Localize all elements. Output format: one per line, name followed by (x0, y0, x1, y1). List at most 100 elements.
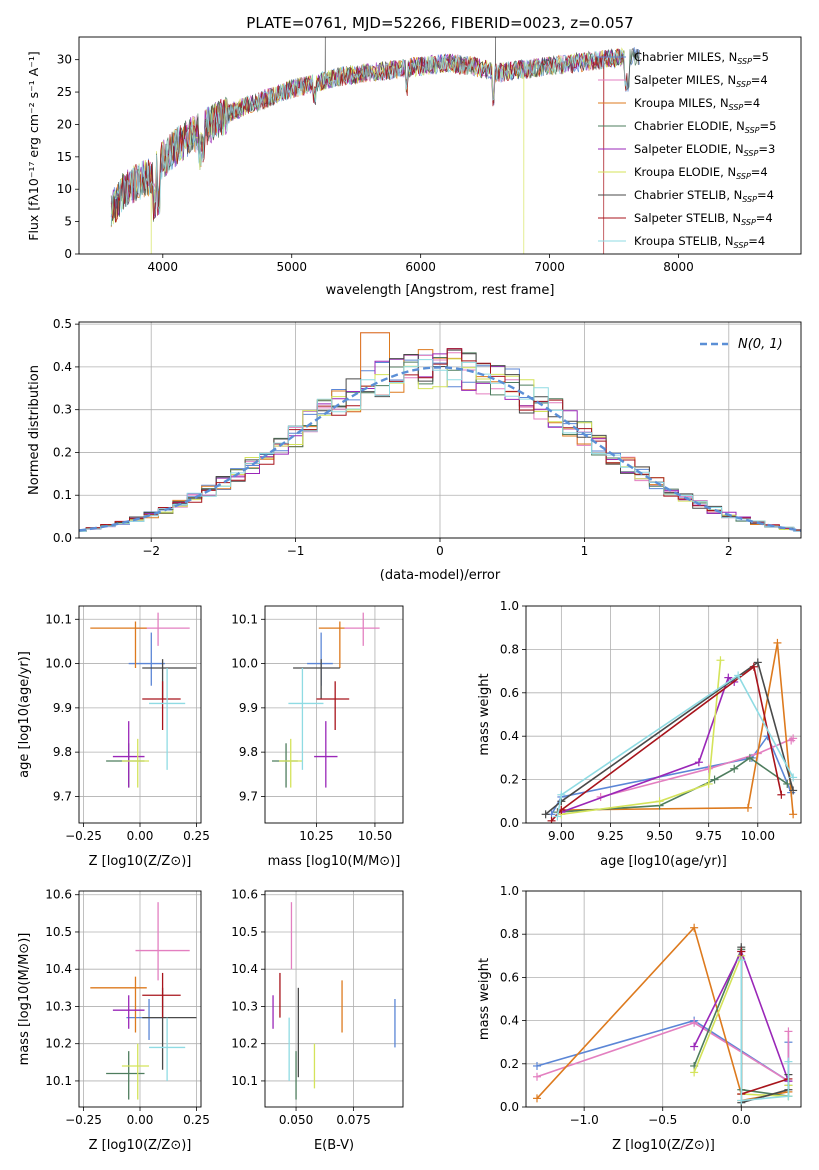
x-tick-label: 0.00 (127, 1113, 154, 1127)
legend-label: Chabrier STELIB, NSSP=4 (634, 188, 774, 204)
x-tick-label: 9.50 (646, 829, 673, 843)
y-tick-label: 10.6 (231, 888, 258, 902)
axes-frame (78, 605, 202, 824)
x-tick-label: −1.0 (570, 1113, 599, 1127)
weight-series (561, 642, 794, 815)
y-tick-label: 10.3 (45, 999, 72, 1013)
y-tick-label: 0.1 (53, 488, 72, 502)
spectrum-panel: 4000 5000 6000 7000 8000 0 5 10 15 20 25 30 Chabrier… (26, 36, 802, 298)
axes-frame (525, 890, 802, 1108)
y-tick-label: 0.4 (500, 729, 519, 743)
error-bars (272, 902, 396, 1100)
x-tick-label: 4000 (148, 260, 179, 274)
axes-frame (264, 890, 404, 1108)
normal-curve (79, 366, 801, 532)
y-tick-label: 0.2 (53, 445, 72, 459)
y-tick-label: 10.1 (231, 1074, 258, 1088)
histogram-series (79, 348, 801, 532)
y-tick-label: 0.2 (500, 773, 519, 787)
x-tick-label: 9.25 (597, 829, 624, 843)
x-tick-label: 2 (725, 544, 733, 558)
x-tick-label: −0.5 (648, 1113, 677, 1127)
x-axis-label: E(B-V) (314, 1138, 354, 1153)
y-tick-label: 0.5 (53, 317, 72, 331)
y-tick-label: 10.2 (231, 1037, 258, 1051)
spectrum-legend: Chabrier MILES, NSSP=5 Salpeter MILES, NS… (598, 50, 776, 250)
x-tick-label: 10.25 (299, 829, 333, 843)
y-tick-label: 0 (64, 247, 72, 261)
legend-label: Salpeter ELODIE, NSSP=3 (634, 142, 775, 158)
y-tick-label: 10.5 (45, 925, 72, 939)
y-tick-label: 0.4 (53, 360, 72, 374)
legend-label: Salpeter STELIB, NSSP=4 (634, 211, 773, 227)
weight_vs_age-panel: 9.00 9.25 9.50 9.75 10.00 0.0 0.2 0.4 0.6 0.8 1.0 a… (477, 599, 802, 869)
x-tick-label: 6000 (405, 260, 436, 274)
axes-frame (78, 36, 802, 255)
x-tick-label: 0.00 (127, 829, 154, 843)
x-tick-label: 9.00 (548, 829, 575, 843)
y-tick-label: 10.0 (231, 657, 258, 671)
x-tick-label: −0.25 (65, 1113, 102, 1127)
y-tick-label: 0.0 (500, 816, 519, 830)
y-tick-label: 10.4 (45, 962, 72, 976)
y-tick-label: 9.8 (53, 745, 72, 759)
error-bars (272, 612, 380, 788)
x-axis-label: Z [log10(Z/Z⊙)] (612, 1138, 715, 1153)
legend-label: Kroupa ELODIE, NSSP=4 (634, 165, 768, 181)
y-tick-label: 0.6 (500, 686, 519, 700)
y-tick-label: 25 (57, 85, 72, 99)
error-bars (90, 612, 197, 788)
error-bars (90, 902, 197, 1100)
axes-frame (78, 890, 202, 1108)
y-axis-label: mass [log10(M/M⊙)] (17, 933, 32, 1066)
legend-label: Kroupa STELIB, NSSP=4 (634, 234, 765, 250)
axes-frame (264, 605, 404, 824)
y-tick-label: 10.6 (45, 888, 72, 902)
x-tick-label: 9.75 (695, 829, 722, 843)
y-tick-label: 10.3 (231, 999, 258, 1013)
residuals-panel: −2 −1 0 1 2 0.0 0.1 0.2 0.3 0.4 0.5 N(0, 1) (data-mo… (27, 317, 802, 583)
weight-series (561, 660, 722, 816)
x-tick-label: 0.050 (279, 1113, 313, 1127)
y-tick-label: 0.0 (53, 531, 72, 545)
weight-series (556, 674, 794, 817)
x-axis-label: wavelength [Angstrom, rest frame] (326, 283, 555, 298)
mass_vs_Z-panel: −0.25 0.00 0.25 10.1 10.2 10.3 10.4 10.5 10.6 Z [… (17, 888, 210, 1153)
spectrum-series (110, 47, 628, 254)
x-tick-label: 1 (581, 544, 589, 558)
x-tick-label: 0 (436, 544, 444, 558)
axes-frame (78, 321, 802, 539)
x-tick-label: 0.0 (732, 1113, 751, 1127)
x-tick-label: 10.50 (358, 829, 392, 843)
y-tick-label: 9.8 (239, 745, 258, 759)
y-tick-label: 9.7 (53, 789, 72, 803)
y-tick-label: 10.1 (45, 1074, 72, 1088)
y-tick-label: 1.0 (500, 884, 519, 898)
spectrum-series (110, 48, 628, 254)
legend-label: N(0, 1) (738, 337, 783, 352)
weight-lines (533, 923, 793, 1107)
legend-label: Chabrier ELODIE, NSSP=5 (634, 119, 776, 135)
weight-series (550, 665, 783, 822)
y-tick-label: 20 (57, 117, 72, 131)
x-axis-label: mass [log10(M/M⊙)] (268, 854, 401, 869)
histograms (79, 332, 801, 532)
y-tick-label: 1.0 (500, 599, 519, 613)
y-axis-label: mass weight (477, 673, 492, 755)
y-tick-label: 10.5 (231, 925, 258, 939)
y-tick-label: 10.2 (45, 1037, 72, 1051)
x-tick-label: −2 (142, 544, 160, 558)
y-tick-label: 9.9 (53, 701, 72, 715)
x-tick-label: −1 (287, 544, 305, 558)
mass_vs_ebv-panel: 0.050 0.075 10.1 10.2 10.3 10.4 10.5 10.6 E(B-V) (231, 888, 404, 1153)
legend-label: Kroupa MILES, NSSP=4 (634, 96, 760, 112)
x-axis-label: age [log10(age/yr)] (600, 854, 727, 869)
x-axis-label: Z [log10(Z/Z⊙)] (89, 854, 192, 869)
x-tick-label: 0.075 (336, 1113, 370, 1127)
legend-label: Chabrier MILES, NSSP=5 (634, 50, 769, 66)
y-axis-label: Flux [fλ10⁻¹⁷ erg cm⁻² s⁻¹ A⁻¹] (26, 51, 41, 240)
y-axis-label: Normed distribution (27, 365, 42, 495)
y-tick-label: 15 (57, 150, 72, 164)
x-tick-label: 7000 (534, 260, 565, 274)
